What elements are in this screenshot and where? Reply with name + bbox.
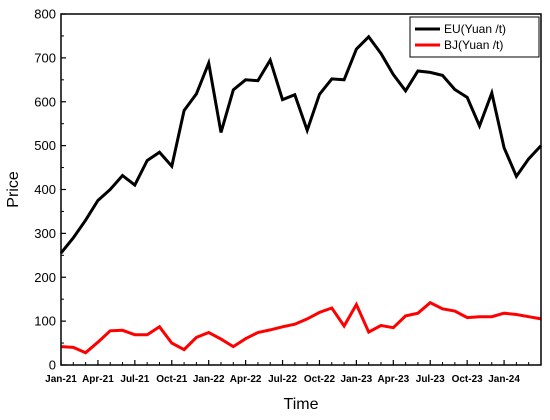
y-tick-label: 0 — [49, 358, 56, 373]
x-tick-label: Jul-23 — [416, 374, 445, 385]
x-tick-label: Jul-22 — [268, 374, 297, 385]
legend: EU(Yuan /t) BJ(Yuan /t) — [409, 16, 540, 58]
y-tick-label: 800 — [34, 7, 56, 22]
y-axis-title: Price — [5, 171, 22, 208]
x-tick-label: Apr-21 — [82, 374, 114, 385]
series-lines — [59, 34, 543, 355]
x-tick-label: Oct-21 — [156, 374, 188, 385]
legend-label: EU(Yuan /t) — [444, 22, 506, 36]
x-tick-label: Jan-22 — [193, 374, 225, 385]
y-tick-label: 500 — [34, 138, 56, 153]
x-axis-title: Time — [284, 396, 319, 413]
x-tick-label: Oct-22 — [304, 374, 336, 385]
legend-box — [409, 16, 540, 58]
y-tick-label: 200 — [34, 270, 56, 285]
y-tick-label: 600 — [34, 94, 56, 109]
x-tick-label: Jan-21 — [45, 374, 77, 385]
legend-label: BJ(Yuan /t) — [444, 38, 503, 52]
y-tick-label: 300 — [34, 226, 56, 241]
plot-frame — [60, 13, 542, 366]
y-tick-label: 100 — [34, 314, 56, 329]
series-line-eu — [59, 34, 543, 255]
x-tick-label: Jan-23 — [341, 374, 373, 385]
x-tick-label: Apr-22 — [230, 374, 262, 385]
series-line-bj — [60, 300, 542, 355]
x-tick-label: Oct-23 — [452, 374, 484, 385]
x-axis-ticks: Jan-21 Apr-21 Jul-21 Oct-21 Jan-22 Apr-22 Jul-… — [45, 360, 542, 385]
y-tick-label: 400 — [34, 182, 56, 197]
x-tick-label: Jan-24 — [488, 374, 520, 385]
x-tick-label: Apr-23 — [377, 374, 409, 385]
x-tick-label: Jul-21 — [120, 374, 149, 385]
y-tick-label: 700 — [34, 50, 56, 65]
